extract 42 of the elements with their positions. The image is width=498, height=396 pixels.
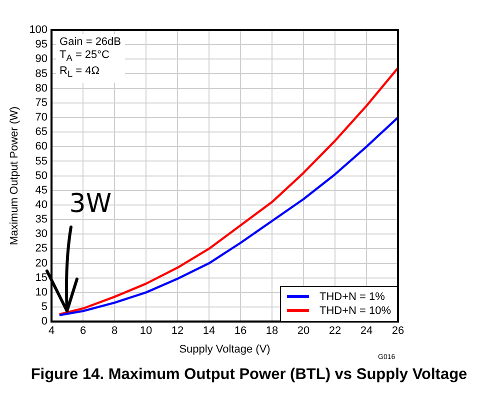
legend-label: THD+N = 10% — [319, 304, 391, 318]
y-tick-label: 40 — [35, 198, 48, 211]
annotation: Gain = 26dB — [60, 36, 122, 49]
y-tick-label: 70 — [35, 112, 48, 124]
y-tick-label: 30 — [35, 228, 48, 240]
y-tick-label: 95 — [35, 38, 48, 51]
x-tick-label: 16 — [234, 325, 247, 338]
x-tick-label: 18 — [266, 325, 278, 338]
y-tick-label: 15 — [35, 272, 48, 284]
x-axis-title: Supply Voltage (V) — [179, 343, 270, 356]
legend-label: THD+N = 1% — [319, 290, 385, 304]
y-tick-label: 25 — [35, 242, 48, 255]
y-tick-label: 90 — [35, 53, 48, 66]
y-tick-label: 20 — [35, 257, 48, 270]
y-axis-title: Maximum Output Power (W) — [8, 106, 21, 246]
y-tick-label: 80 — [35, 82, 48, 94]
y-tick-label: 35 — [35, 214, 48, 226]
annotation: T$_{A}$ = 25°C — [60, 49, 111, 66]
text: Figure 14. Maximum Output Power (BTL) vs Supply Voltage — [30, 366, 468, 384]
y-tick-label: 0 — [41, 316, 48, 328]
annotation: R$_{L}$ = 4Ω — [60, 65, 100, 82]
y-tick-label: 5 — [41, 301, 48, 314]
y-tick-label: 10 — [35, 286, 48, 298]
x-tick-label: 6 — [80, 325, 86, 338]
x-tick-label: 12 — [171, 325, 184, 338]
x-tick-label: 26 — [392, 325, 404, 338]
y-tick-label: 45 — [35, 184, 48, 196]
y-tick-label: 65 — [35, 126, 48, 138]
y-tick-label: 100 — [29, 24, 48, 36]
x-tick-label: 14 — [202, 325, 216, 338]
x-tick-label: 4 — [48, 325, 55, 338]
y-tick-label: 50 — [35, 170, 48, 182]
x-tick-label: 24 — [360, 325, 373, 338]
x-tick-label: 20 — [297, 325, 310, 338]
y-tick-label: 55 — [35, 155, 48, 168]
y-tick-label: 60 — [35, 140, 48, 153]
x-tick-label: 22 — [328, 325, 342, 338]
x-tick-label: 10 — [140, 325, 152, 338]
y-tick-label: 85 — [35, 68, 48, 80]
annotation: 3W — [69, 188, 112, 219]
x-tick-label: 8 — [111, 325, 118, 338]
y-tick-label: 75 — [35, 96, 48, 109]
